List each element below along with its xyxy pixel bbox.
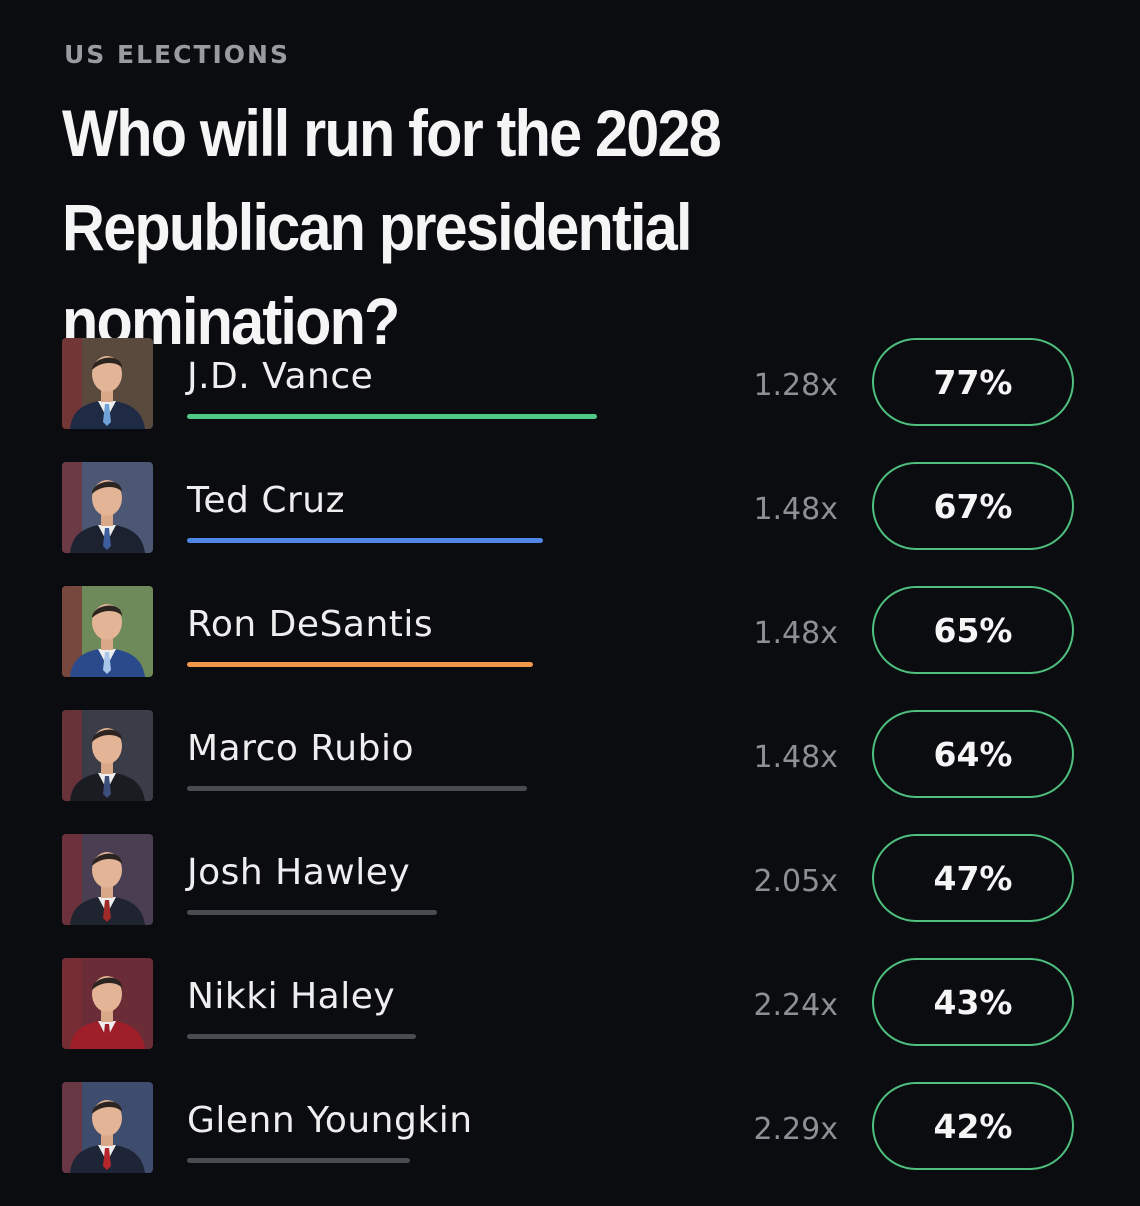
percent-button[interactable]: 65%: [872, 586, 1074, 674]
payout-multiplier: 2.29x: [753, 1112, 838, 1147]
candidate-name: Nikki Haley: [187, 976, 396, 1017]
percent-button[interactable]: 64%: [872, 710, 1074, 798]
candidate-avatar: [62, 1082, 153, 1173]
candidate-name: Ted Cruz: [187, 480, 345, 521]
candidate-name: Marco Rubio: [187, 728, 414, 769]
candidate-avatar: [62, 958, 153, 1049]
candidate-photo-icon: [62, 710, 153, 801]
candidate-avatar: [62, 462, 153, 553]
candidate-avatar: [62, 338, 153, 429]
candidate-row[interactable]: Glenn Youngkin 2.29x 42%: [0, 1082, 1140, 1206]
candidate-row[interactable]: Ron DeSantis 1.48x 65%: [0, 586, 1140, 710]
payout-multiplier: 2.05x: [753, 864, 838, 899]
candidate-name: Ron DeSantis: [187, 604, 434, 645]
payout-multiplier: 2.24x: [753, 988, 838, 1023]
probability-bar: [187, 786, 527, 791]
candidate-name: Josh Hawley: [187, 852, 411, 893]
probability-bar: [187, 910, 437, 915]
percent-button[interactable]: 47%: [872, 834, 1074, 922]
percent-button[interactable]: 67%: [872, 462, 1074, 550]
percent-button[interactable]: 42%: [872, 1082, 1074, 1170]
probability-bar: [187, 662, 533, 667]
candidate-row[interactable]: Nikki Haley 2.24x 43%: [0, 958, 1140, 1082]
candidate-photo-icon: [62, 338, 153, 429]
payout-multiplier: 1.28x: [753, 368, 838, 403]
candidate-photo-icon: [62, 1082, 153, 1173]
payout-multiplier: 1.48x: [753, 492, 838, 527]
category-label: US ELECTIONS: [64, 40, 290, 69]
candidate-photo-icon: [62, 586, 153, 677]
candidate-avatar: [62, 710, 153, 801]
probability-bar: [187, 1034, 416, 1039]
probability-bar: [187, 1158, 410, 1163]
candidate-row[interactable]: Marco Rubio 1.48x 64%: [0, 710, 1140, 834]
candidate-photo-icon: [62, 834, 153, 925]
candidate-photo-icon: [62, 958, 153, 1049]
percent-button[interactable]: 77%: [872, 338, 1074, 426]
market-title: Who will run for the 2028 Republican pre…: [62, 96, 722, 358]
candidate-name: J.D. Vance: [187, 356, 374, 397]
candidate-row[interactable]: Josh Hawley 2.05x 47%: [0, 834, 1140, 958]
candidate-avatar: [62, 834, 153, 925]
payout-multiplier: 1.48x: [753, 740, 838, 775]
probability-bar: [187, 414, 597, 419]
candidate-avatar: [62, 586, 153, 677]
candidate-row[interactable]: Ted Cruz 1.48x 67%: [0, 462, 1140, 586]
probability-bar: [187, 538, 543, 543]
candidate-photo-icon: [62, 462, 153, 553]
candidate-name: Glenn Youngkin: [187, 1100, 473, 1141]
percent-button[interactable]: 43%: [872, 958, 1074, 1046]
payout-multiplier: 1.48x: [753, 616, 838, 651]
candidate-row[interactable]: J.D. Vance 1.28x 77%: [0, 338, 1140, 462]
